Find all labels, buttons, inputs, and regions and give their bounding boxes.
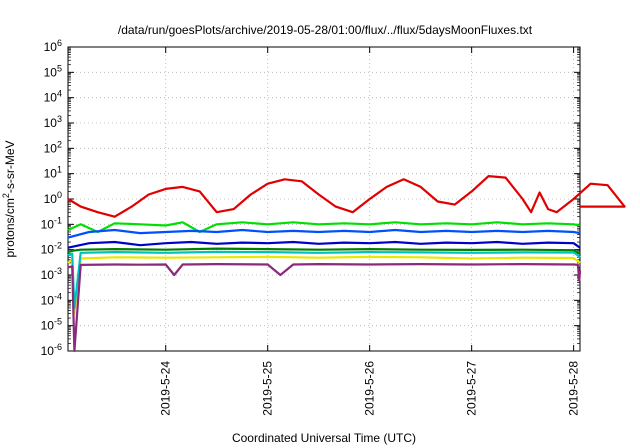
chart-title: /data/run/goesPlots/archive/2019-05-28/0… xyxy=(118,23,533,37)
y-tick-label: 10-1 xyxy=(41,215,62,231)
series-line xyxy=(67,221,581,234)
y-axis-label-sup: 2 xyxy=(1,193,11,198)
y-tick-label: 101 xyxy=(44,165,62,181)
y-tick-label: 104 xyxy=(44,89,62,105)
y-tick-label: 102 xyxy=(44,139,62,155)
series-line xyxy=(67,247,581,255)
y-axis-ticks: 10-6 10-5 10-4 10-3 10-2 10-1 100 101 102 103 104 1… xyxy=(41,38,580,358)
y-tick-label: 105 xyxy=(44,63,62,79)
y-tick-label: 10-6 xyxy=(41,342,62,358)
data-series xyxy=(67,175,626,353)
series-line xyxy=(67,175,626,218)
y-axis-label-prefix: protons/cm xyxy=(3,198,17,257)
y-tick-label: 10-4 xyxy=(41,291,62,307)
x-axis-ticks: 2019-5-24 2019-5-25 2019-5-26 2019-5-27 2019… xyxy=(159,47,581,416)
y-axis-label: protons/cm2-s-sr-MeV xyxy=(1,140,17,257)
svg-text:protons/cm2-s-sr-MeV: protons/cm2-s-sr-MeV xyxy=(1,140,17,257)
y-tick-label: 10-2 xyxy=(41,241,62,257)
x-tick-label: 2019-5-25 xyxy=(261,361,275,416)
y-tick-label: 10-5 xyxy=(41,317,62,333)
series-line xyxy=(67,263,582,353)
x-tick-label: 2019-5-28 xyxy=(567,361,581,416)
x-tick-label: 2019-5-26 xyxy=(363,361,377,416)
y-tick-label: 100 xyxy=(44,190,62,206)
y-tick-label: 103 xyxy=(44,114,62,130)
x-axis-label: Coordinated Universal Time (UTC) xyxy=(232,431,416,445)
x-tick-label: 2019-5-27 xyxy=(465,361,479,416)
y-tick-label: 106 xyxy=(44,38,62,54)
x-tick-label: 2019-5-24 xyxy=(159,361,173,416)
series-line xyxy=(67,240,581,249)
y-tick-label: 10-3 xyxy=(41,266,62,282)
series-line xyxy=(67,228,581,239)
series-line xyxy=(67,250,581,310)
y-axis-label-suffix: -s-sr-MeV xyxy=(3,140,17,193)
